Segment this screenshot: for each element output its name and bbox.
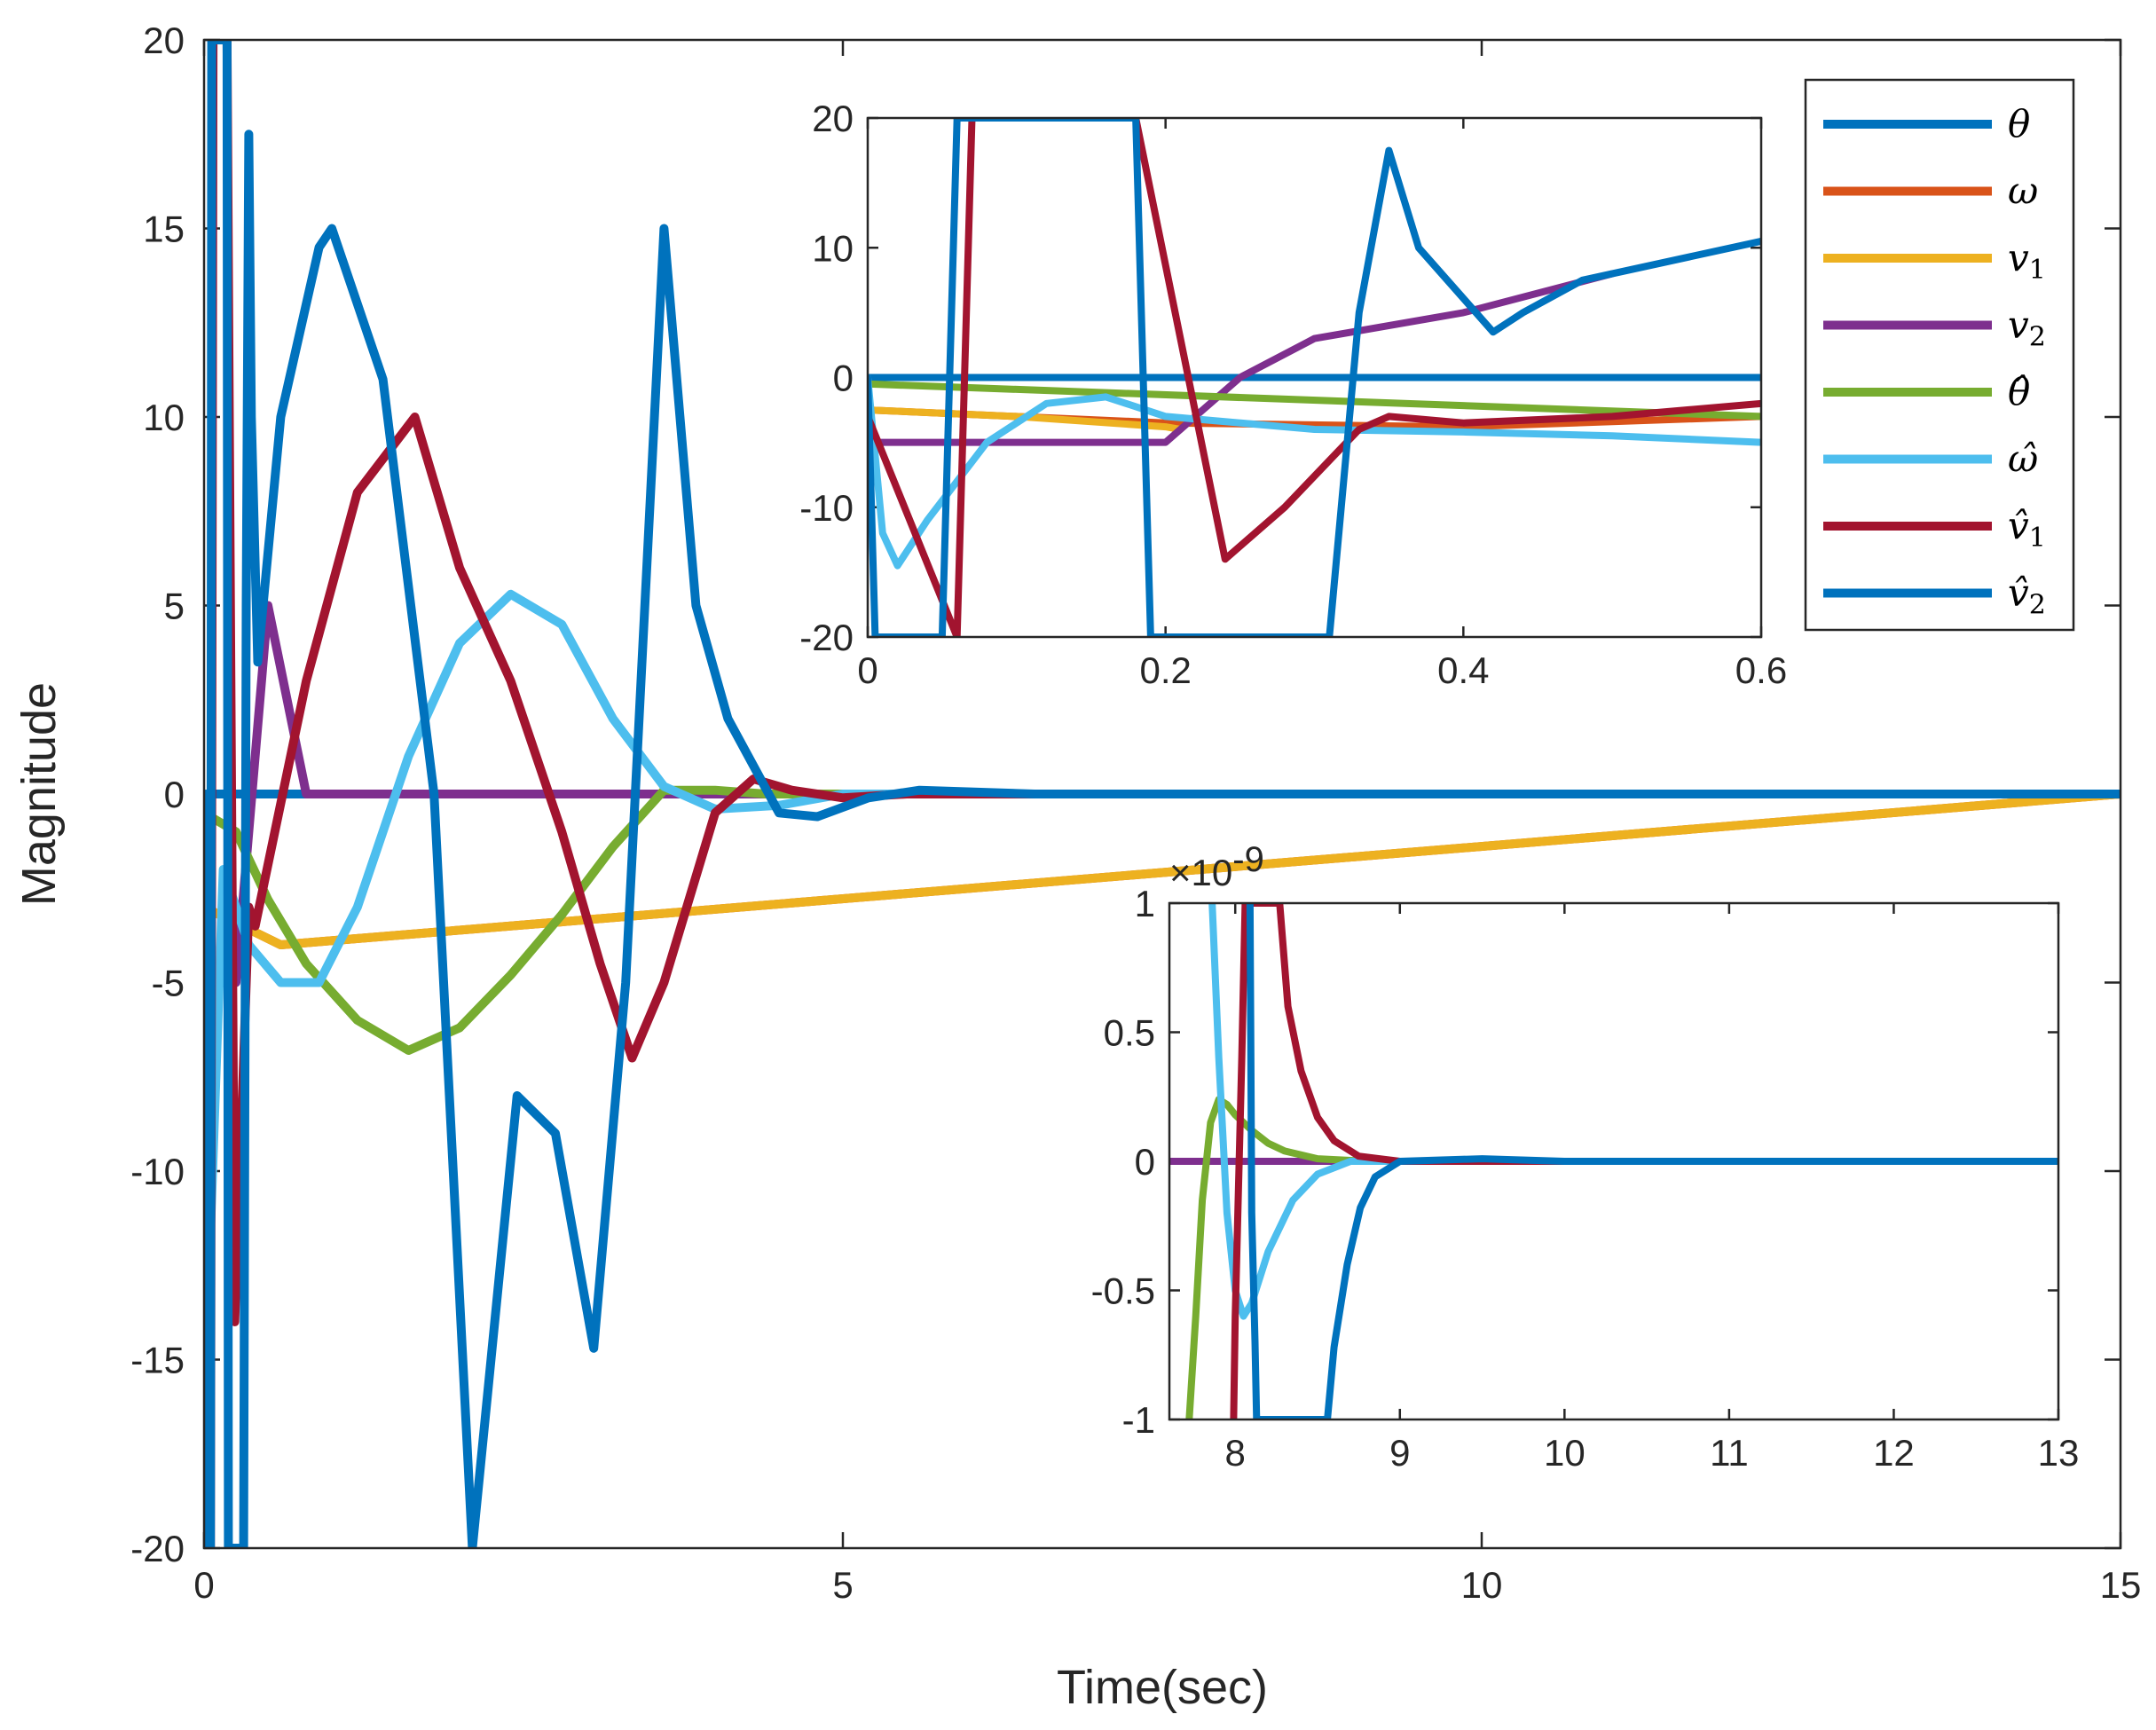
- legend-items: θω v1 v2 θ̂ ω̂ v̂1 v̂2: [1823, 102, 2046, 621]
- inset-bottom-series-line-5: [1185, 1096, 2058, 1419]
- legend-box: [1804, 78, 2075, 632]
- legend-label: θ̂: [2008, 370, 2030, 413]
- inset-bottom-axes: 8 9 10 11 12 13 -1 -0.5 0 0.5 1 ×10-9: [1091, 840, 2080, 1474]
- legend-label: v2: [2008, 303, 2046, 353]
- legend-label: ω: [2008, 169, 2038, 213]
- main-ytick-label: -15: [130, 1340, 185, 1381]
- main-frame: [202, 38, 2122, 1550]
- legend-label: v̂2: [2008, 571, 2046, 621]
- inset-bottom-xtick-label: 9: [1389, 1432, 1410, 1474]
- inset-bottom-ytick-label: -1: [1122, 1399, 1155, 1441]
- legend-label: ω̂: [2008, 437, 2038, 481]
- x-axis-label: Time(sec): [1057, 1661, 1268, 1714]
- main-ytick-label: 0: [164, 774, 185, 815]
- inset-bottom-ytick-label: 0.5: [1104, 1012, 1155, 1054]
- inset-top-xtick-label: 0.4: [1437, 649, 1489, 691]
- main-series-line-6: [204, 589, 2121, 1346]
- inset-bottom-scale-factor: ×10-9: [1169, 840, 1264, 893]
- inset-top-axes: 0 0.2 0.4 0.6 -20 -10 0 10 20: [799, 98, 1787, 691]
- inset-top-ytick-label: -10: [799, 487, 854, 529]
- main-ytick-label: -5: [152, 963, 185, 1004]
- inset-bottom-series-line-8: [1246, 903, 2058, 1419]
- inset-bottom-series: [1169, 903, 2058, 1419]
- inset-bottom-series-line-7: [1230, 903, 2058, 1419]
- inset-bottom-series-line-6: [1208, 903, 2058, 1320]
- inset-top-series-line-4: [868, 270, 1617, 446]
- inset-top-series-line-7: [868, 118, 1761, 637]
- main-series: [204, 40, 2121, 1548]
- main-ytick-label: -10: [130, 1151, 185, 1192]
- main-xtick-label: 15: [2100, 1564, 2142, 1606]
- inset-bottom-xtick-label: 10: [1544, 1432, 1586, 1474]
- inset-top-ytick-label: 10: [812, 227, 854, 269]
- inset-bottom-xtick-label: 11: [1710, 1432, 1749, 1474]
- inset-top-series: [868, 118, 1761, 637]
- main-ytick-label: 15: [143, 208, 185, 250]
- main-ytick-label: 10: [143, 397, 185, 438]
- main-series-line-5: [204, 785, 2121, 1055]
- inset-top-xtick-label: 0.2: [1139, 649, 1191, 691]
- inset-top-ytick-label: 20: [812, 98, 854, 139]
- main-series-line-8: [204, 40, 2121, 1548]
- legend: θω v1 v2 θ̂ ω̂ v̂1 v̂2: [1804, 78, 2075, 632]
- main-xtick-label: 5: [832, 1564, 853, 1606]
- inset-top-xtick-label: 0: [857, 649, 877, 691]
- inset-bottom-ytick-label: 0: [1135, 1141, 1155, 1183]
- inset-top-series-line-6: [868, 374, 1761, 570]
- inset-bottom-frame: [1168, 901, 2060, 1421]
- inset-bottom-ticks: 8 9 10 11 12 13 -1 -0.5 0 0.5 1: [1091, 883, 2080, 1474]
- inset-top-series-line-5: [868, 380, 1761, 421]
- inset-top-series-line-3: [868, 406, 1184, 433]
- inset-top-frame: [866, 116, 1763, 639]
- main-ytick-label: 20: [143, 20, 185, 61]
- inset-bottom-xtick-label: 13: [2038, 1432, 2080, 1474]
- y-axis-label: Magnitude: [12, 682, 66, 906]
- inset-bottom-xtick-label: 8: [1225, 1432, 1246, 1474]
- inset-top-series-line-8: [868, 118, 1761, 637]
- inset-bottom-ytick-label: -0.5: [1091, 1270, 1155, 1312]
- main-ytick-label: 5: [164, 586, 185, 627]
- inset-bottom-xtick-label: 12: [1873, 1432, 1915, 1474]
- inset-top-ytick-label: -20: [799, 617, 854, 658]
- legend-label: θ: [2008, 102, 2030, 145]
- inset-top-ytick-label: 0: [833, 358, 854, 399]
- legend-label: v1: [2008, 236, 2046, 286]
- legend-label: v̂1: [2008, 504, 2046, 554]
- inset-top-xtick-label: 0.6: [1735, 649, 1787, 691]
- main-ytick-label: -20: [130, 1528, 185, 1569]
- main-xtick-label: 10: [1461, 1564, 1503, 1606]
- inset-bottom-ytick-label: 1: [1135, 883, 1155, 924]
- main-xtick-label: 0: [193, 1564, 214, 1606]
